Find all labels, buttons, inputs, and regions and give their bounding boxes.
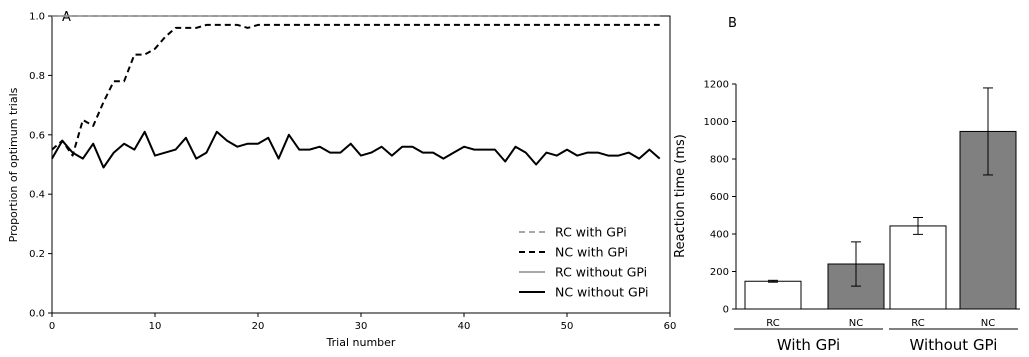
series-line — [51, 23, 660, 157]
y-tick-label: 1000 — [704, 117, 729, 128]
series-line — [51, 130, 661, 169]
x-tick-label: 20 — [252, 321, 265, 332]
panel-b-label: B — [728, 16, 737, 31]
legend-label: NC without GPi — [555, 285, 648, 300]
x-tick-label: 30 — [355, 321, 368, 332]
group-label: With GPi — [777, 336, 840, 354]
y-tick-label: 800 — [710, 155, 729, 166]
y-tick-label: 0.0 — [29, 309, 45, 320]
bar — [889, 225, 947, 310]
y-tick-label: 0 — [723, 305, 729, 316]
legend-label: RC with GPi — [555, 225, 627, 240]
category-label: RC — [766, 318, 779, 329]
panel-a-x-axis-label: Trial number — [326, 336, 396, 349]
panel-a-plot: 0 10 20 30 40 50 60 0.0 0.2 0.4 0.6 0.8 1.0 RC with … — [29, 12, 676, 333]
x-tick-label: 10 — [149, 321, 162, 332]
legend-label: NC with GPi — [555, 245, 628, 260]
y-tick-label: 400 — [710, 230, 729, 241]
y-tick-label: 0.8 — [29, 71, 45, 82]
bar — [744, 280, 802, 310]
y-tick-label: 0.4 — [29, 190, 45, 201]
x-tick-label: 60 — [664, 321, 677, 332]
y-tick-label: 0.6 — [29, 130, 45, 141]
legend-label: RC without GPi — [555, 265, 647, 280]
y-tick-label: 1200 — [704, 80, 729, 91]
x-tick-label: 0 — [49, 321, 55, 332]
x-tick-label: 40 — [458, 321, 471, 332]
panel-a-y-axis-label: Proportion of optimum trials — [7, 87, 20, 242]
category-label: NC — [849, 318, 863, 329]
y-tick-label: 1.0 — [29, 12, 45, 23]
y-tick-label: 600 — [710, 192, 729, 203]
panel-b-plot: 0 200 400 600 800 1000 1200 RC NC RC NC With GPi W… — [704, 80, 1020, 354]
y-tick-label: 0.2 — [29, 249, 45, 260]
panel-a-label: A — [62, 10, 71, 25]
x-tick-label: 50 — [561, 321, 574, 332]
category-label: NC — [981, 318, 995, 329]
y-tick-label: 200 — [710, 267, 729, 278]
group-label: Without GPi — [910, 336, 998, 354]
category-label: RC — [911, 318, 924, 329]
panel-b-y-axis-label: Reaction time (ms) — [673, 134, 688, 258]
